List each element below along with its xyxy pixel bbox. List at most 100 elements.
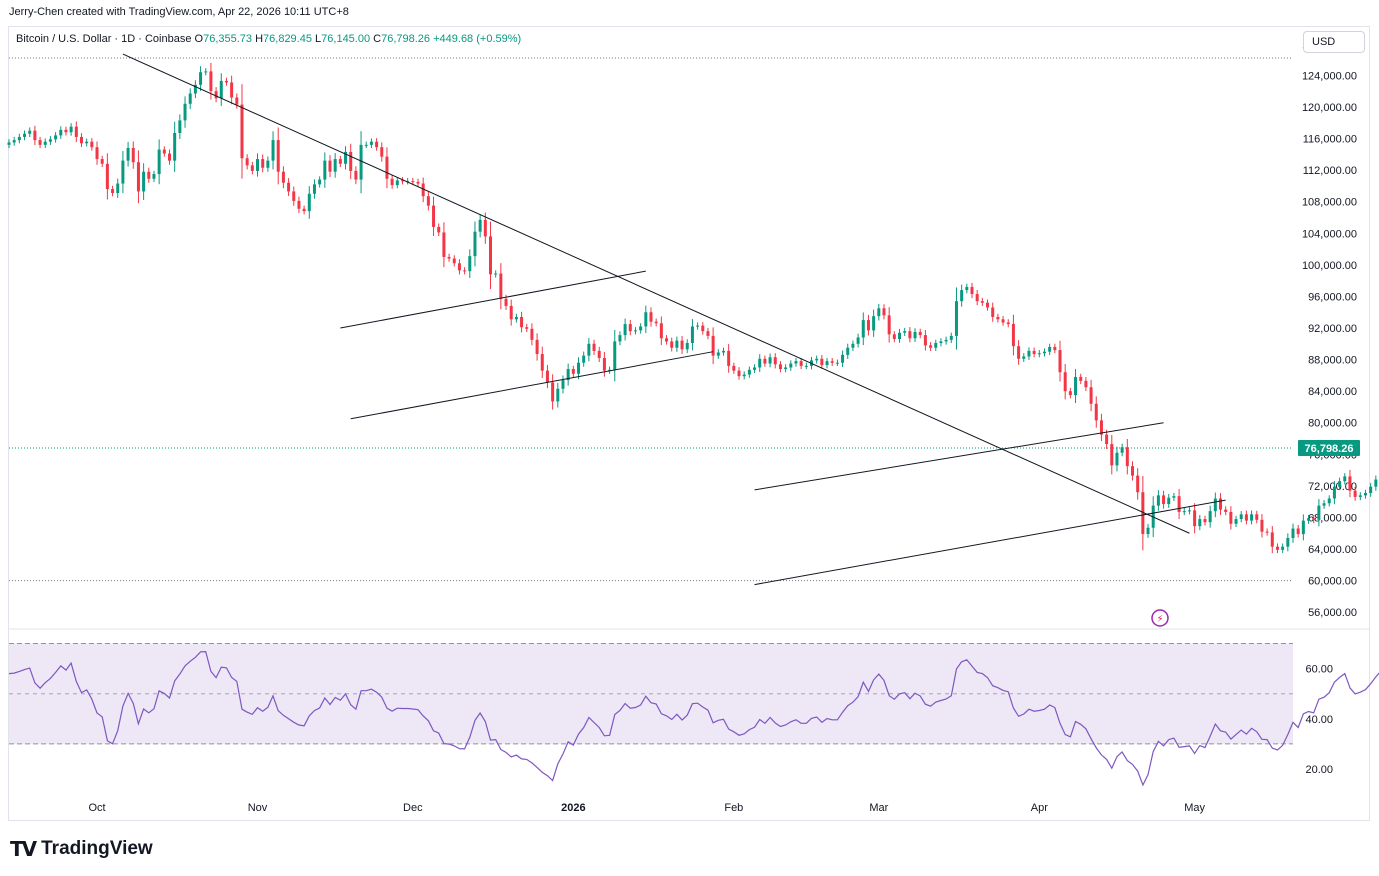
price-tick-label: 108,000.00 bbox=[1302, 197, 1357, 209]
candle-body bbox=[494, 273, 498, 275]
candle bbox=[1068, 387, 1072, 399]
candle-body bbox=[680, 340, 684, 350]
time-tick-label: Nov bbox=[248, 802, 268, 814]
rsi-tick-label: 60.00 bbox=[1305, 664, 1333, 676]
candle-body bbox=[447, 256, 451, 259]
candle-body bbox=[33, 130, 37, 141]
candle bbox=[887, 307, 891, 343]
candle bbox=[1193, 503, 1197, 534]
candle bbox=[380, 142, 384, 162]
candle bbox=[659, 316, 663, 346]
candle-body bbox=[1074, 376, 1078, 396]
rsi-pane: 20.00 40.00 60.00 bbox=[8, 643, 1379, 787]
candle bbox=[861, 312, 865, 346]
candle-body bbox=[323, 160, 327, 180]
candle-body bbox=[1213, 498, 1217, 512]
candle-body bbox=[696, 325, 700, 327]
candle-body bbox=[452, 258, 456, 264]
candle bbox=[328, 155, 332, 178]
candle bbox=[540, 346, 544, 379]
candle-body bbox=[312, 184, 316, 194]
candle-body bbox=[354, 170, 358, 180]
candle-body bbox=[1363, 493, 1367, 496]
candle bbox=[794, 357, 798, 367]
candle bbox=[784, 364, 788, 373]
candle-body bbox=[799, 361, 803, 366]
candle-body bbox=[784, 367, 788, 370]
channel-upper-line bbox=[340, 270, 646, 329]
candle bbox=[680, 336, 684, 354]
candle-body bbox=[856, 337, 860, 344]
candle-body bbox=[1193, 510, 1197, 527]
candle bbox=[421, 177, 425, 203]
candle bbox=[1348, 469, 1352, 498]
price-tick-label: 56,000.00 bbox=[1308, 607, 1357, 619]
candle bbox=[1270, 525, 1274, 554]
candle-body bbox=[556, 388, 560, 402]
candle-body bbox=[271, 140, 275, 161]
candle bbox=[592, 339, 596, 355]
candle-body bbox=[1198, 519, 1202, 527]
candle bbox=[152, 170, 156, 183]
candle-body bbox=[633, 330, 637, 332]
candle-body bbox=[38, 140, 42, 145]
candle-body bbox=[986, 302, 990, 308]
candle-body bbox=[245, 158, 249, 166]
price-tick-label: 88,000.00 bbox=[1308, 355, 1357, 367]
candle bbox=[1296, 525, 1300, 538]
candle-body bbox=[965, 286, 969, 291]
candle-body bbox=[178, 120, 182, 133]
candle bbox=[1032, 347, 1036, 358]
candle bbox=[1136, 468, 1140, 500]
candle bbox=[256, 153, 260, 177]
candle bbox=[494, 270, 498, 278]
candle bbox=[711, 327, 715, 365]
candle-body bbox=[794, 361, 798, 364]
currency-selector[interactable]: USD bbox=[1303, 31, 1365, 53]
candle-body bbox=[199, 72, 203, 85]
tradingview-logo-icon: TV bbox=[10, 837, 37, 861]
candle bbox=[732, 362, 736, 374]
candle-body bbox=[835, 362, 839, 364]
candle-body bbox=[281, 171, 285, 183]
candle-body bbox=[1156, 495, 1160, 506]
candle-body bbox=[654, 321, 658, 324]
candle-body bbox=[1053, 346, 1057, 351]
candle bbox=[48, 136, 52, 145]
candle-body bbox=[825, 361, 829, 366]
candle bbox=[473, 221, 477, 267]
candle bbox=[944, 336, 948, 345]
candle bbox=[1281, 543, 1285, 554]
candle bbox=[1172, 492, 1176, 501]
candle-body bbox=[1084, 380, 1088, 388]
candle-body bbox=[639, 326, 643, 331]
candle bbox=[489, 221, 492, 290]
chart-frame bbox=[8, 26, 1370, 821]
candle bbox=[245, 154, 249, 170]
candle-body bbox=[530, 328, 534, 340]
time-tick-label: Mar bbox=[869, 802, 888, 814]
candle-body bbox=[892, 334, 896, 340]
candle-body bbox=[545, 370, 549, 383]
candle-body bbox=[85, 141, 89, 144]
candle bbox=[1260, 514, 1264, 538]
candle-body bbox=[1250, 514, 1254, 521]
candle bbox=[913, 328, 917, 343]
candle bbox=[214, 87, 218, 103]
candle bbox=[866, 314, 870, 336]
candle-body bbox=[1011, 324, 1015, 347]
candle bbox=[975, 289, 979, 306]
rsi-tick-label: 40.00 bbox=[1305, 714, 1333, 726]
candle-body bbox=[1182, 511, 1186, 513]
candle bbox=[157, 139, 161, 185]
candle-body bbox=[1244, 514, 1248, 521]
candle-body bbox=[219, 80, 223, 99]
candle bbox=[639, 323, 643, 334]
candle-body bbox=[815, 358, 819, 361]
candle bbox=[1358, 492, 1362, 501]
price-tick-label: 80,000.00 bbox=[1308, 418, 1357, 430]
candle-body bbox=[804, 365, 808, 367]
tradingview-logo[interactable]: TV TradingView bbox=[10, 837, 153, 861]
candle-body bbox=[685, 343, 689, 350]
